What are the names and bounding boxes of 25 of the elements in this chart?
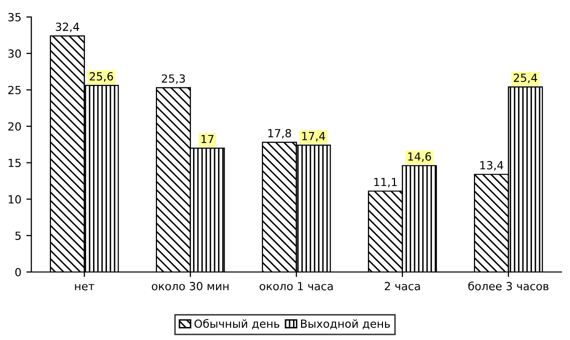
x-tick-label: более 3 часов — [468, 282, 548, 290]
data-label: 25,6 — [90, 72, 113, 82]
data-label: 11,1 — [374, 178, 397, 188]
data-label: 25,4 — [514, 74, 538, 84]
y-tick-label: 35 — [8, 12, 21, 22]
x-tick-label: около 30 мин — [152, 282, 229, 290]
data-label: 14,6 — [408, 152, 432, 162]
data-label: 25,3 — [162, 74, 185, 84]
data-label: 32,4 — [56, 22, 80, 32]
data-label: 13,4 — [480, 161, 504, 171]
y-tick-label: 0 — [15, 268, 21, 276]
legend-label: Обычный день — [194, 319, 280, 330]
legend-label: Выходной день — [301, 319, 390, 330]
y-tick-label: 15 — [8, 158, 21, 168]
data-label: 17,4 — [302, 132, 326, 142]
data-label: 17 — [201, 134, 214, 144]
y-tick-label: 30 — [8, 49, 21, 58]
y-tick-label: 5 — [15, 232, 21, 240]
data-label: 17,8 — [268, 128, 292, 139]
x-tick-label: около 1 часа — [260, 282, 333, 290]
y-tick-label: 20 — [8, 122, 21, 131]
y-tick-label: 25 — [8, 86, 21, 94]
x-tick-label: 2 часа — [384, 282, 420, 290]
y-tick-label: 10 — [8, 195, 21, 204]
x-tick-label: нет — [75, 284, 94, 290]
